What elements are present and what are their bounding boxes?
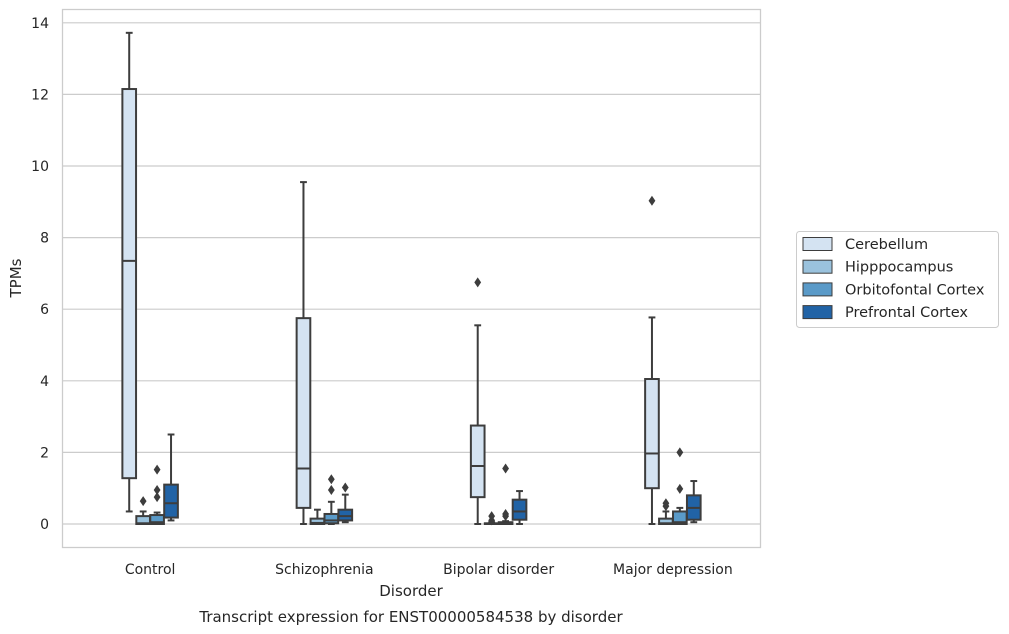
legend-label: Hipppocampus xyxy=(845,260,953,276)
legend-swatch xyxy=(802,282,833,297)
box-body xyxy=(323,512,340,525)
box-1-1 xyxy=(309,508,326,526)
legend: Cerebellum Hipppocampus Orbitofontal Corte… xyxy=(796,231,999,328)
grid-lines xyxy=(63,22,760,525)
plot-frame xyxy=(61,8,762,549)
outlier-point xyxy=(662,498,670,509)
box-3-1 xyxy=(337,482,354,524)
outlier-point xyxy=(341,482,349,493)
box-2-0 xyxy=(149,464,165,525)
y-tick-label: 4 xyxy=(40,374,49,390)
box-body xyxy=(121,88,138,480)
x-tick-label: Control xyxy=(125,562,176,578)
outlier-point xyxy=(648,195,656,206)
box-plots xyxy=(121,31,702,526)
y-tick-label: 0 xyxy=(40,517,49,533)
legend-label: Cerebellum xyxy=(845,237,928,253)
caption: Transcript expression for ENST0000058453… xyxy=(198,608,623,626)
x-tick-label: Schizophrenia xyxy=(275,562,373,578)
outlier-point xyxy=(327,484,335,495)
y-tick-label: 14 xyxy=(31,16,49,32)
box-0-2 xyxy=(469,277,486,525)
box-2-1 xyxy=(323,474,340,525)
legend-frame xyxy=(796,231,999,328)
box-0-3 xyxy=(644,195,660,525)
box-1-0 xyxy=(135,496,151,526)
y-axis-label: TPMs xyxy=(7,258,25,298)
box-1-2 xyxy=(483,511,500,526)
y-tick-labels: 0 2 4 6 8 10 12 14 xyxy=(31,16,49,533)
x-tick-label: Bipolar disorder xyxy=(443,562,554,578)
box-body xyxy=(337,508,354,522)
outlier-point xyxy=(502,508,509,519)
y-tick-label: 10 xyxy=(31,159,49,175)
box-0-1 xyxy=(295,181,312,525)
box-3-3 xyxy=(685,480,702,524)
box-body xyxy=(511,498,528,521)
legend-swatch xyxy=(802,305,833,320)
outlier-point xyxy=(139,496,147,507)
box-1-3 xyxy=(658,498,674,526)
box-3-2 xyxy=(511,490,528,525)
legend-label: Prefrontal Cortex xyxy=(845,305,968,321)
x-tick-labels: Control Schizophrenia Bipolar disorder Majo… xyxy=(125,562,733,578)
outlier-point xyxy=(153,492,161,503)
y-tick-label: 12 xyxy=(31,87,49,103)
outlier-point xyxy=(502,463,509,474)
legend-label: Orbitofontal Cortex xyxy=(845,282,985,298)
x-tick-label: Major depression xyxy=(613,562,733,578)
box-3-0 xyxy=(163,433,179,522)
box-2-2 xyxy=(497,463,514,526)
outlier-point xyxy=(474,277,482,288)
box-0-0 xyxy=(121,31,138,513)
box-body xyxy=(149,514,165,525)
y-tick-label: 8 xyxy=(40,231,49,247)
legend-swatch xyxy=(802,259,833,274)
box-body xyxy=(469,424,486,499)
outlier-point xyxy=(153,484,161,495)
outlier-point xyxy=(327,474,335,485)
legend-swatch xyxy=(802,237,833,251)
box-body xyxy=(295,317,312,509)
outlier-point xyxy=(153,464,161,475)
box-2-3 xyxy=(672,447,688,526)
outlier-point xyxy=(676,483,684,494)
y-tick-label: 6 xyxy=(40,302,49,318)
outlier-point xyxy=(676,447,684,458)
x-axis-label: Disorder xyxy=(379,582,443,600)
y-tick-label: 2 xyxy=(40,445,49,461)
box-body xyxy=(163,483,179,519)
outlier-point xyxy=(488,511,496,522)
box-body xyxy=(644,378,660,490)
